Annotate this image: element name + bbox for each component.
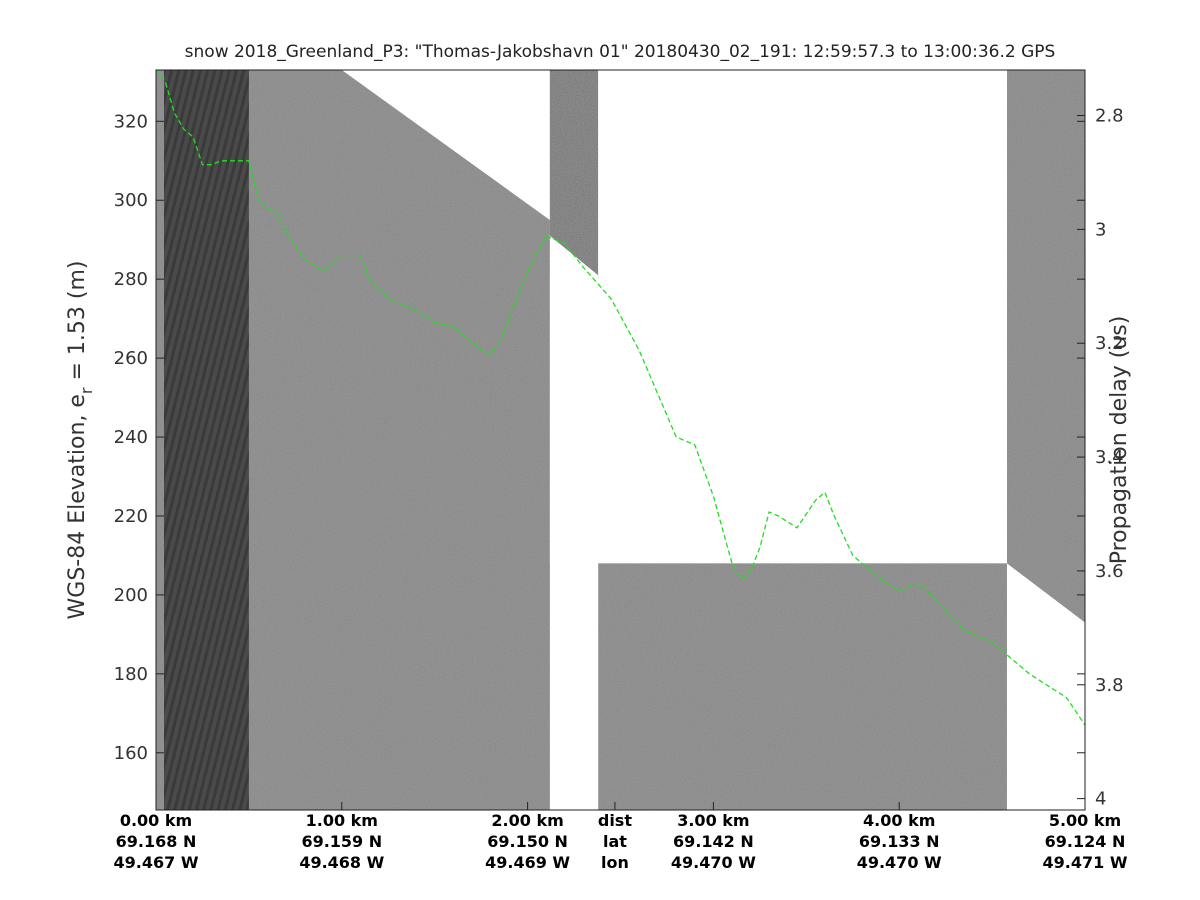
right-tick-label: 3.6 [1095,561,1124,582]
data-gap-lower [549,235,599,810]
left-tick-label: 160 [114,743,148,764]
right-axis: 2.8 3 3.2 3.4 3.6 3.8 4 [1077,106,1124,810]
left-axis: 160 180 200 220 240 260 280 300 320 [114,111,1085,764]
bottom-lon-label: 49.468 W [299,853,384,872]
bottom-lat-label: 69.150 N [487,832,568,851]
left-tick-label: 320 [114,111,148,132]
plot-frame [155,69,1086,811]
bottom-lat-label: 69.124 N [1045,832,1126,851]
left-tick-label: 240 [114,427,148,448]
y-axis-title-left: WGS-84 Elevation, er = 1.53 (m) [65,261,96,620]
bottom-dist-label: 5.00 km [1049,811,1121,830]
right-tick-label: 3.8 [1095,675,1124,696]
bottom-lat-label: 69.159 N [301,832,382,851]
left-tick-label: 200 [114,585,148,606]
left-tick-label: 220 [114,506,148,527]
right-section-mask [598,70,1085,810]
left-tick-label: 300 [114,190,148,211]
bottom-dist-label: dist [598,811,632,830]
bottom-dist-label: 4.00 km [863,811,935,830]
bottom-axis-labels: 0.00 km 69.168 N 49.467 W 1.00 km 69.159 N 49… [114,802,1128,872]
right-tick-label: 3.2 [1095,333,1124,354]
bottom-dist-label: 3.00 km [677,811,749,830]
left-tick-label: 260 [114,348,148,369]
right-tick-label: 3.4 [1095,447,1124,468]
bottom-lat-label: 69.142 N [673,832,754,851]
above-surface-mask [341,70,565,231]
bottom-dist-label: 1.00 km [306,811,378,830]
right-tick-label: 3 [1095,219,1106,240]
left-tick-label: 280 [114,269,148,290]
chart-title: snow 2018_Greenland_P3: "Thomas-Jakobsha… [184,42,1056,62]
bottom-lat-label: 69.168 N [116,832,197,851]
right-tick-label: 4 [1095,789,1106,810]
right-tick-label: 2.8 [1095,106,1124,127]
bottom-lon-label: 49.470 W [857,853,942,872]
bottom-lon-label: 49.469 W [485,853,570,872]
bottom-lon-label: 49.467 W [114,853,199,872]
plot-area [156,70,1085,810]
bottom-lat-label: 69.133 N [859,832,940,851]
bottom-dist-label: 2.00 km [491,811,563,830]
bottom-dist-label: 0.00 km [120,811,192,830]
bottom-lon-label: lon [601,853,629,872]
bottom-lat-label: lat [603,832,627,851]
dark-strip-region [164,70,249,810]
left-tick-label: 180 [114,664,148,685]
bottom-lon-label: 49.471 W [1043,853,1128,872]
bottom-lon-label: 49.470 W [671,853,756,872]
y-axis-title-right: Propagation delay (us) [1107,316,1132,565]
dashed-layer-line [156,70,1085,726]
